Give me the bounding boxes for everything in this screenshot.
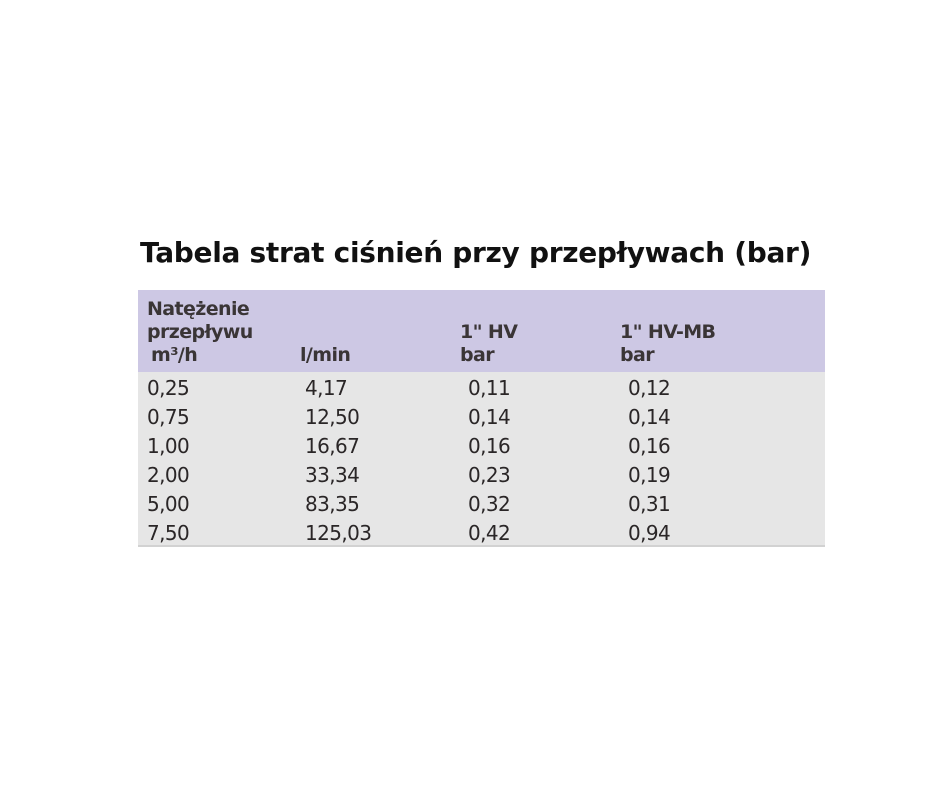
- header-cell: Natężenie przepływu m³/h: [147, 298, 253, 367]
- table-title: Tabela strat ciśnień przy przepływach (b…: [140, 236, 812, 269]
- table-cell: 7,50: [147, 521, 190, 545]
- table-cell: 0,25: [147, 376, 190, 400]
- table-cell: 0,75: [147, 405, 190, 429]
- table-cell: 0,11: [468, 376, 511, 400]
- table-cell: 83,35: [305, 492, 360, 516]
- table-cell: 0,23: [468, 463, 511, 487]
- header-text: bar: [620, 344, 655, 366]
- table-cell: 0,14: [628, 405, 671, 429]
- table-cell: 0,32: [468, 492, 511, 516]
- header-cell: 1" HV bar: [460, 321, 518, 367]
- table-cell: 0,14: [468, 405, 511, 429]
- table-body: 0,25 4,17 0,11 0,12 0,75 12,50 0,14 0,14 1,00 16,…: [138, 372, 825, 547]
- header-cell: l/min: [300, 344, 351, 367]
- table-cell: 0,16: [468, 434, 511, 458]
- table-cell: 0,31: [628, 492, 671, 516]
- table: Natężenie przepływu m³/h l/min 1" HV bar 1" HV…: [138, 290, 825, 547]
- table-cell: 2,00: [147, 463, 190, 487]
- table-cell: 5,00: [147, 492, 190, 516]
- header-text: 1" HV: [460, 321, 518, 343]
- header-text: Natężenie: [147, 298, 250, 320]
- header-text: l/min: [300, 344, 351, 366]
- table-cell: 0,42: [468, 521, 511, 545]
- header-text: bar: [460, 344, 495, 366]
- table-cell: 0,12: [628, 376, 671, 400]
- table-header: Natężenie przepływu m³/h l/min 1" HV bar 1" HV…: [138, 290, 825, 372]
- table-cell: 12,50: [305, 405, 360, 429]
- table-cell: 0,19: [628, 463, 671, 487]
- header-text: m³/h: [151, 344, 198, 366]
- table-cell: 0,94: [628, 521, 671, 545]
- table-cell: 1,00: [147, 434, 190, 458]
- header-text: przepływu: [147, 321, 253, 343]
- header-text: 1" HV-MB: [620, 321, 716, 343]
- table-cell: 0,16: [628, 434, 671, 458]
- table-cell: 33,34: [305, 463, 360, 487]
- table-cell: 16,67: [305, 434, 360, 458]
- table-cell: 4,17: [305, 376, 348, 400]
- table-cell: 125,03: [305, 521, 372, 545]
- header-cell: 1" HV-MB bar: [620, 321, 716, 367]
